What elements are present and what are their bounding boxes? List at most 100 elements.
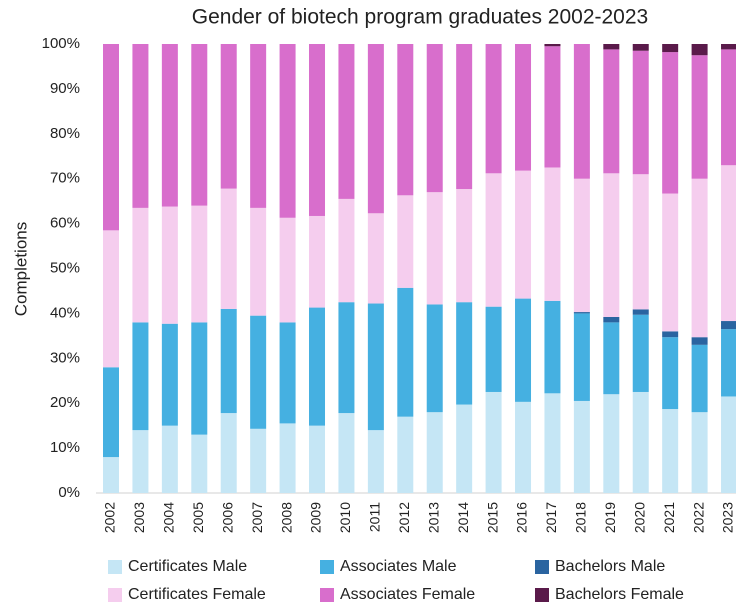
bar-segment [132, 430, 149, 493]
bar-segment [161, 425, 178, 493]
bar-segment [662, 52, 679, 194]
bar-segment [691, 344, 708, 413]
bar-segment [691, 44, 708, 56]
bar-segment [603, 316, 620, 323]
bar-segment [397, 416, 414, 493]
x-tick-label: 2019 [602, 502, 618, 533]
bar-segment [721, 396, 736, 493]
bar-segment [485, 391, 502, 493]
bar-segment [103, 367, 119, 458]
bar-segment [691, 412, 708, 493]
bar-segment [632, 314, 649, 392]
x-tick-label: 2005 [190, 502, 206, 533]
bar-segment [515, 170, 532, 299]
bar-segment [603, 394, 620, 493]
x-tick-label: 2003 [131, 502, 147, 533]
legend-swatch [535, 560, 549, 574]
bar-segment [132, 44, 149, 208]
bar-segment [573, 312, 590, 314]
y-tick-label: 50% [50, 259, 80, 276]
x-tick-label: 2020 [631, 502, 647, 533]
x-tick-label: 2021 [661, 502, 677, 533]
bar-segment [426, 44, 443, 193]
bar-segment [367, 430, 384, 493]
bar-segment [220, 44, 237, 189]
x-tick-label: 2004 [161, 502, 177, 533]
legend-swatch [108, 560, 122, 574]
y-tick-label: 30% [50, 349, 80, 366]
bar-segment [632, 309, 649, 315]
bar-segment [721, 44, 736, 50]
bar-segment [397, 287, 414, 417]
bar-segment [632, 391, 649, 493]
bar-segment [544, 393, 561, 493]
legend-label: Certificates Male [128, 558, 247, 575]
bar-segment [250, 315, 267, 429]
bar-segment [721, 165, 736, 322]
bar-segment [279, 217, 296, 323]
bar-segment [309, 425, 326, 493]
x-tick-label: 2002 [102, 502, 118, 533]
bar-segment [397, 195, 414, 288]
x-tick-label: 2018 [573, 502, 589, 533]
bar-segment [721, 49, 736, 166]
bar-segment [220, 188, 237, 309]
bar-segment [338, 198, 355, 303]
legend-label: Associates Female [340, 586, 475, 603]
bar-segment [250, 44, 267, 208]
bar-segment [426, 412, 443, 493]
bar-segment [662, 337, 679, 410]
x-tick-label: 2014 [455, 502, 471, 533]
bar-segment [691, 55, 708, 179]
bar-segment [632, 174, 649, 310]
bar-segment [367, 303, 384, 431]
bar-segment [485, 306, 502, 392]
bar-segment [515, 401, 532, 493]
bar-segment [456, 189, 473, 303]
y-tick-label: 20% [50, 394, 80, 411]
bar-segment [662, 44, 679, 53]
bar-segment [250, 428, 267, 493]
bar-segment [573, 400, 590, 493]
bar-segment [662, 331, 679, 338]
y-axis-label: Completions [11, 222, 30, 317]
bar-segment [367, 213, 384, 304]
bar-segment [132, 207, 149, 323]
x-tick-label: 2008 [278, 502, 294, 533]
bar-segment [103, 457, 119, 493]
bar-segment [544, 46, 561, 168]
x-tick-label: 2023 [720, 502, 736, 533]
bar-segment [485, 44, 502, 174]
bar-segment [161, 44, 178, 207]
bar-segment [191, 205, 208, 323]
y-tick-label: 100% [42, 35, 80, 52]
bar-segment [161, 323, 178, 426]
bar-segment [573, 313, 590, 401]
bar-segment [603, 49, 620, 174]
bar-segment [220, 308, 237, 414]
y-tick-label: 40% [50, 304, 80, 321]
bar-segment [515, 298, 532, 402]
bar-segment [544, 300, 561, 394]
bar-segment [721, 321, 736, 330]
legend-label: Bachelors Female [555, 586, 684, 603]
legend-swatch [320, 588, 334, 602]
bar-segment [338, 413, 355, 493]
bar-segment [279, 423, 296, 493]
y-tick-label: 0% [58, 484, 80, 501]
bar-segment [161, 206, 178, 324]
bar-segment [544, 44, 561, 47]
bar-segment [721, 329, 736, 397]
bar-segment [515, 44, 532, 171]
bar-segment [132, 322, 149, 431]
bar-segment [426, 304, 443, 413]
bar-segment [691, 178, 708, 338]
bar-segment [632, 50, 649, 175]
chart-title: Gender of biotech program graduates 2002… [192, 6, 648, 29]
x-tick-label: 2017 [543, 502, 559, 533]
bar-segment [191, 322, 208, 435]
bar-segment [426, 192, 443, 305]
y-tick-label: 90% [50, 80, 80, 97]
bar-segment [279, 44, 296, 218]
